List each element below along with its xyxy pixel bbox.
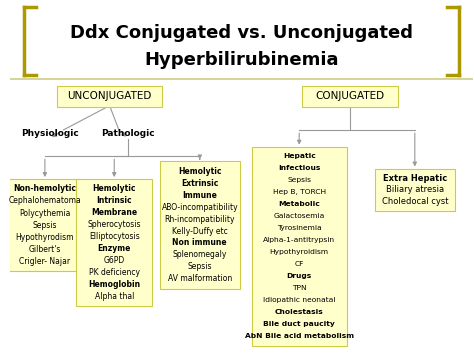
Text: Enzyme: Enzyme [98, 244, 131, 253]
Text: CF: CF [294, 261, 304, 267]
Text: Biliary atresia: Biliary atresia [386, 185, 444, 194]
Text: Tyrosinemia: Tyrosinemia [277, 225, 321, 231]
Text: Hepatic: Hepatic [283, 153, 316, 159]
Text: Non-hemolytic: Non-hemolytic [13, 185, 76, 193]
Text: AV malformation: AV malformation [168, 274, 232, 283]
Text: Membrane: Membrane [91, 208, 137, 217]
Text: Cephalohematoma: Cephalohematoma [9, 197, 81, 206]
Text: Alpha-1-antitrypsin: Alpha-1-antitrypsin [263, 237, 335, 243]
Text: UNCONJUGATED: UNCONJUGATED [67, 92, 152, 102]
Text: Elliptocytosis: Elliptocytosis [89, 232, 140, 241]
Text: Polycythemia: Polycythemia [19, 208, 71, 218]
Text: Splenomegaly: Splenomegaly [173, 250, 227, 260]
Text: TPN: TPN [292, 285, 307, 291]
FancyBboxPatch shape [10, 1, 473, 79]
Text: Sepsis: Sepsis [188, 262, 212, 271]
Text: Galactosemia: Galactosemia [273, 213, 325, 219]
Text: Cholestasis: Cholestasis [275, 309, 324, 315]
Text: Kelly-Duffy etc: Kelly-Duffy etc [172, 226, 228, 235]
Text: Idiopathic neonatal: Idiopathic neonatal [263, 297, 336, 303]
Text: G6PD: G6PD [104, 256, 125, 265]
Text: Sepsis: Sepsis [287, 177, 311, 183]
Text: Hypothyrodism: Hypothyrodism [16, 233, 74, 241]
Text: Non immune: Non immune [173, 239, 227, 247]
Text: Spherocytosis: Spherocytosis [88, 220, 141, 229]
Text: Hemoglobin: Hemoglobin [88, 280, 140, 289]
Text: ABO-incompatibility: ABO-incompatibility [162, 203, 238, 212]
Text: Hep B, TORCH: Hep B, TORCH [273, 189, 326, 195]
FancyBboxPatch shape [252, 147, 347, 346]
Text: Choledocal cyst: Choledocal cyst [382, 197, 448, 206]
Text: Extrinsic: Extrinsic [181, 179, 219, 188]
Text: Ddx Conjugated vs. Unconjugated: Ddx Conjugated vs. Unconjugated [70, 24, 413, 42]
Text: CONJUGATED: CONJUGATED [316, 92, 384, 102]
Text: Intrinsic: Intrinsic [96, 196, 132, 206]
Text: Hemolytic: Hemolytic [92, 185, 136, 193]
FancyBboxPatch shape [76, 179, 152, 306]
Text: Immune: Immune [182, 191, 217, 200]
FancyBboxPatch shape [302, 86, 398, 107]
Text: Crigler- Najar: Crigler- Najar [19, 257, 71, 266]
FancyBboxPatch shape [160, 162, 240, 289]
FancyBboxPatch shape [57, 86, 162, 107]
Text: AbN Bile acid metabolism: AbN Bile acid metabolism [245, 333, 354, 339]
Text: Sepsis: Sepsis [33, 220, 57, 230]
Text: Rh-incompatibility: Rh-incompatibility [164, 214, 235, 224]
Text: Hyperbilirubinemia: Hyperbilirubinemia [144, 50, 338, 69]
Text: Pathologic: Pathologic [101, 129, 155, 138]
Text: Hypothyroidism: Hypothyroidism [270, 249, 329, 255]
Text: Infectious: Infectious [278, 165, 320, 171]
Text: Drugs: Drugs [287, 273, 312, 279]
Text: Bile duct paucity: Bile duct paucity [264, 321, 335, 327]
Text: Physiologic: Physiologic [21, 129, 78, 138]
Text: Hemolytic: Hemolytic [178, 167, 221, 176]
Text: Gilbert's: Gilbert's [29, 245, 61, 253]
Text: Extra Hepatic: Extra Hepatic [383, 174, 447, 183]
Text: Alpha thal: Alpha thal [95, 292, 134, 301]
Text: Metabolic: Metabolic [278, 201, 320, 207]
FancyBboxPatch shape [9, 179, 81, 271]
Text: PK deficiency: PK deficiency [89, 268, 140, 277]
FancyBboxPatch shape [374, 169, 455, 211]
